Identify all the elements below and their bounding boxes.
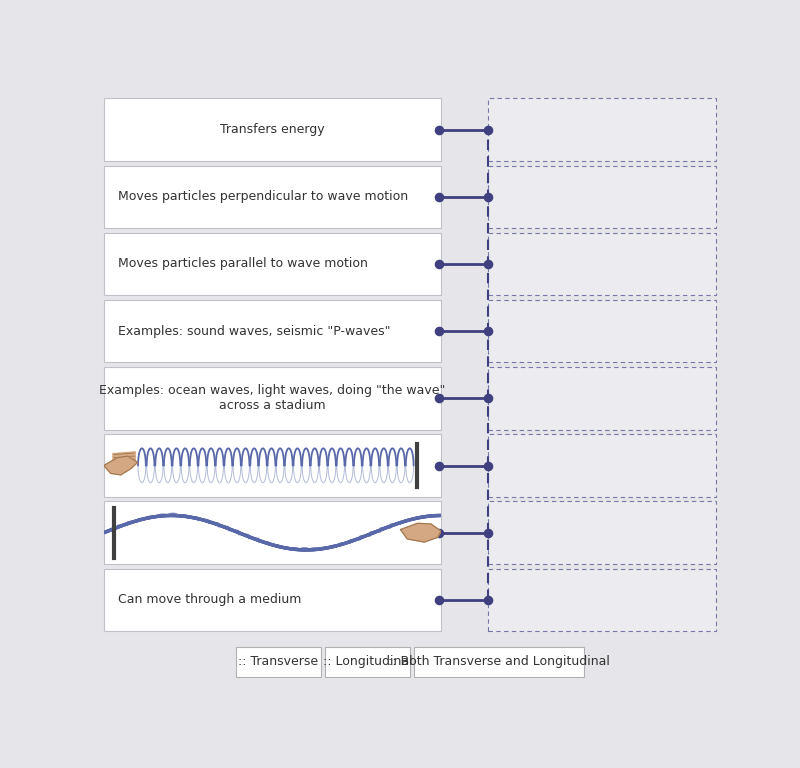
Point: [481, 325, 494, 337]
FancyBboxPatch shape: [104, 98, 441, 161]
FancyBboxPatch shape: [236, 647, 321, 677]
Point: [481, 459, 494, 472]
FancyBboxPatch shape: [487, 367, 716, 429]
FancyBboxPatch shape: [104, 568, 441, 631]
Point: [432, 527, 445, 539]
Point: [432, 124, 445, 136]
Point: [432, 392, 445, 405]
Point: [481, 190, 494, 203]
FancyBboxPatch shape: [487, 568, 716, 631]
Point: [481, 258, 494, 270]
Text: Moves particles perpendicular to wave motion: Moves particles perpendicular to wave mo…: [118, 190, 408, 204]
Text: Examples: ocean waves, light waves, doing "the wave"
across a stadium: Examples: ocean waves, light waves, doin…: [99, 384, 446, 412]
FancyBboxPatch shape: [104, 233, 441, 295]
FancyBboxPatch shape: [414, 647, 584, 677]
Point: [432, 258, 445, 270]
FancyBboxPatch shape: [325, 647, 410, 677]
FancyBboxPatch shape: [487, 165, 716, 228]
Point: [481, 124, 494, 136]
Point: [432, 594, 445, 606]
Point: [432, 459, 445, 472]
FancyBboxPatch shape: [487, 98, 716, 161]
Text: Moves particles parallel to wave motion: Moves particles parallel to wave motion: [118, 257, 368, 270]
Text: Can move through a medium: Can move through a medium: [118, 594, 301, 607]
FancyBboxPatch shape: [487, 434, 716, 497]
Text: :: Both Transverse and Longitudinal: :: Both Transverse and Longitudinal: [388, 655, 610, 668]
Point: [481, 392, 494, 405]
Text: Transfers energy: Transfers energy: [220, 123, 325, 136]
Point: [481, 594, 494, 606]
FancyBboxPatch shape: [487, 233, 716, 295]
FancyBboxPatch shape: [104, 434, 441, 497]
Point: [481, 527, 494, 539]
Text: :: Longitudinal: :: Longitudinal: [322, 655, 412, 668]
Point: [432, 190, 445, 203]
Text: Examples: sound waves, seismic "P-waves": Examples: sound waves, seismic "P-waves": [118, 325, 390, 338]
FancyBboxPatch shape: [104, 165, 441, 228]
FancyBboxPatch shape: [104, 367, 441, 429]
FancyBboxPatch shape: [104, 300, 441, 362]
Point: [432, 325, 445, 337]
FancyBboxPatch shape: [104, 502, 441, 564]
FancyBboxPatch shape: [487, 300, 716, 362]
FancyBboxPatch shape: [487, 502, 716, 564]
Text: :: Transverse: :: Transverse: [238, 655, 318, 668]
